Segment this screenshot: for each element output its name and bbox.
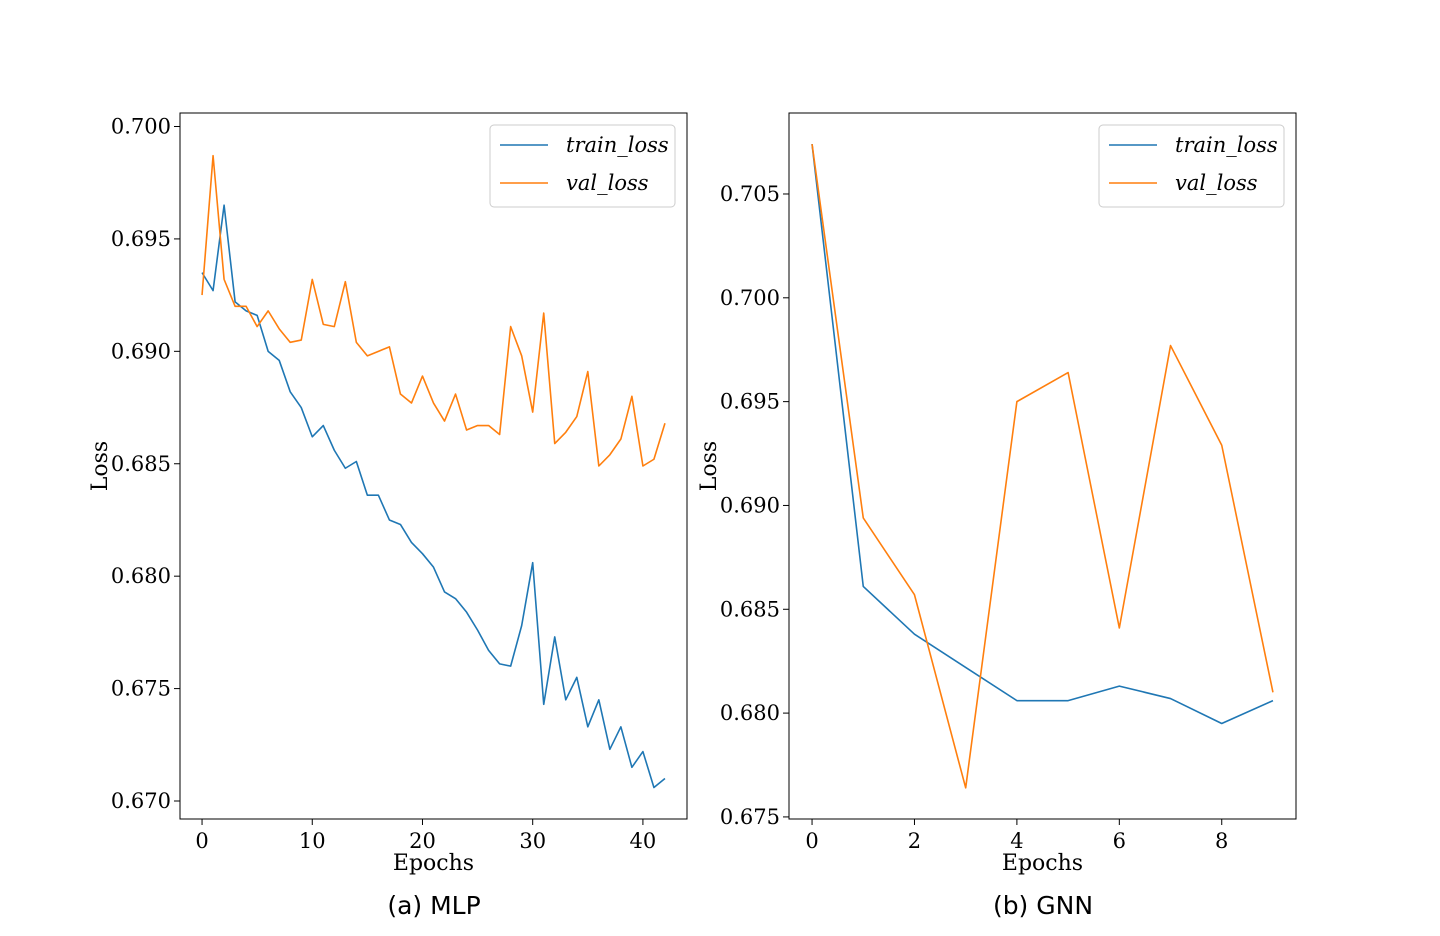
y-tick-label: 0.675 [111,677,171,701]
x-tick-label: 0 [195,829,208,853]
x-tick-label: 4 [1010,829,1023,853]
y-tick-label: 0.690 [720,493,780,517]
y-tick-label: 0.675 [720,805,780,829]
legend: train_loss val_loss [1098,124,1285,208]
y-tick-label: 0.685 [720,597,780,621]
y-tick-label: 0.685 [111,452,171,476]
x-tick-label: 10 [299,829,326,853]
legend-label-train-loss: train_loss [566,133,669,157]
x-tick-label: 6 [1113,829,1126,853]
x-axis-label: Epochs [1002,851,1083,876]
subfigure-caption: (b) GNN [993,891,1093,920]
y-tick-label: 0.700 [720,286,780,310]
chart-mlp: 0 10 20 30 40 0.670 0.675 0.680 0.685 0.690 0.695 0… [88,112,688,920]
y-tick-label: 0.700 [111,114,171,138]
subfigure-caption: (a) MLP [387,891,480,920]
x-tick-label: 2 [908,829,921,853]
y-tick-label: 0.705 [720,182,780,206]
y-axis-label: Loss [88,441,113,491]
legend-label-train-loss: train_loss [1175,133,1278,157]
series-line-val-loss [201,154,666,467]
y-tick-label: 0.680 [111,564,171,588]
y-tick-label: 0.680 [720,701,780,725]
y-tick-label: 0.695 [720,390,780,414]
x-tick-label: 20 [409,829,436,853]
legend: train_loss val_loss [489,124,676,208]
plot-frame [179,112,688,820]
x-tick-label: 8 [1215,829,1228,853]
legend-label-val-loss: val_loss [1175,171,1258,195]
x-tick-label: 30 [519,829,546,853]
x-tick-label: 0 [805,829,818,853]
series-line-train-loss [811,144,1274,725]
x-tick-label: 40 [630,829,657,853]
y-tick-label: 0.670 [111,789,171,813]
plot-frame [788,112,1297,820]
y-axis-label: Loss [697,441,722,491]
series-line-train-loss [201,204,666,789]
series-line-val-loss [811,144,1274,789]
legend-label-val-loss: val_loss [566,171,649,195]
y-tick-label: 0.690 [111,339,171,363]
y-tick-label: 0.695 [111,227,171,251]
chart-gnn: 0 2 4 6 8 0.675 0.680 0.685 0.690 0.695 0.700 0.705… [697,112,1297,920]
x-axis-label: Epochs [393,851,474,876]
